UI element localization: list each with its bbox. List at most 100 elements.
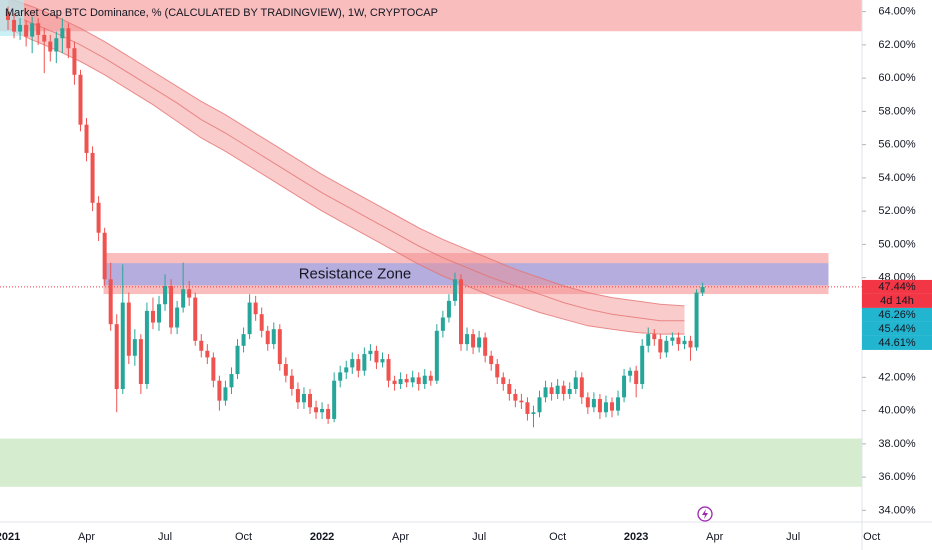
zone	[0, 438, 862, 487]
candle-body	[501, 377, 506, 385]
candle-body	[603, 402, 608, 413]
candle-body	[350, 359, 355, 368]
y-tick-label: 52.00%	[878, 205, 916, 217]
candle-body	[175, 307, 180, 328]
candle-body	[277, 329, 282, 365]
candle-body	[465, 334, 470, 345]
candle-body	[24, 24, 29, 37]
ribbon-fill	[8, 0, 685, 335]
flash-icon[interactable]	[697, 506, 713, 522]
candle-body	[513, 393, 518, 401]
candle-body	[616, 397, 621, 411]
candle-body	[374, 350, 379, 363]
candle-body	[90, 152, 95, 203]
y-tick-label: 36.00%	[878, 471, 916, 483]
candle-body	[66, 28, 71, 49]
ribbon-upper	[11, 0, 685, 307]
candle-body	[392, 380, 397, 385]
candle-body	[241, 334, 246, 346]
candle-body	[477, 337, 482, 348]
candle-body	[6, 11, 10, 20]
x-tick-label: Oct	[235, 531, 252, 543]
candle-body	[537, 397, 542, 413]
annotation: Resistance Zone	[299, 265, 412, 282]
candle-body	[459, 279, 463, 345]
x-tick-label: Jul	[472, 531, 486, 543]
candle-body	[108, 279, 113, 325]
y-tick-label: 38.00%	[878, 438, 916, 450]
price-tag	[862, 335, 932, 350]
candle-body	[404, 379, 409, 383]
candle-body	[211, 357, 216, 381]
candle-body	[12, 19, 17, 32]
candle-body	[670, 337, 675, 341]
candle-body	[253, 302, 258, 315]
candle-body	[84, 124, 89, 153]
candle-body	[416, 377, 421, 385]
candle-body	[483, 337, 488, 356]
price-tag-label: 45.44%	[878, 323, 916, 335]
price-tag-label: 46.26%	[878, 309, 916, 321]
candle-body	[561, 385, 566, 394]
candle-body	[48, 41, 53, 52]
candle-body	[549, 387, 554, 394]
zones-layer: Resistance Zone	[0, 0, 862, 487]
candle-body	[247, 302, 252, 335]
x-tick-label: Apr	[392, 531, 409, 543]
candle-body	[591, 398, 596, 408]
candle-body	[495, 364, 500, 378]
x-tick-label: Oct	[863, 531, 880, 543]
candle-body	[138, 339, 143, 385]
candle-body	[193, 297, 198, 341]
candle-body	[646, 334, 651, 346]
candle-body	[398, 379, 403, 385]
candle-body	[223, 387, 228, 401]
candle-body	[410, 377, 415, 383]
price-tag-label: 44.61%	[878, 337, 916, 349]
candle-body	[96, 202, 101, 233]
candle-body	[169, 285, 174, 328]
countdown-label: 4d 14h	[880, 295, 914, 307]
x-tick-label: Apr	[78, 531, 95, 543]
candle-body	[543, 387, 548, 398]
candle-body	[338, 372, 343, 381]
candle-body	[567, 389, 572, 394]
x-tick-label: 2022	[310, 531, 334, 543]
candle-body	[555, 385, 560, 394]
candle-body	[386, 359, 391, 381]
candle-body	[60, 28, 65, 39]
ribbon-layer	[0, 0, 862, 335]
price-tag	[862, 321, 932, 336]
candle-body	[664, 340, 669, 353]
candle-body	[676, 337, 681, 345]
y-tick-label: 58.00%	[878, 105, 916, 117]
y-tick-label: 64.00%	[878, 6, 916, 18]
candle-body	[314, 407, 319, 413]
candle-body	[688, 340, 693, 348]
candle-body	[634, 370, 639, 385]
x-tick-label: Jul	[158, 531, 172, 543]
candle-body	[181, 289, 186, 308]
candle-body	[489, 355, 494, 365]
candle-body	[217, 380, 222, 401]
candle-body	[235, 345, 240, 375]
y-tick-label: 50.00%	[878, 238, 916, 250]
candle-body	[283, 364, 288, 376]
candle-body	[199, 340, 204, 351]
candle-body	[78, 74, 83, 125]
zone	[0, 0, 862, 32]
candle-body	[585, 397, 590, 408]
candle-body	[301, 393, 306, 403]
candle-body	[30, 23, 35, 37]
candle-body	[120, 302, 125, 390]
x-tick-label: Oct	[549, 531, 566, 543]
candle-body	[144, 310, 149, 385]
ribbon-lower	[7, 27, 685, 335]
y-tick-label: 60.00%	[878, 72, 916, 84]
candle-body	[531, 412, 536, 414]
candle-body	[344, 367, 349, 373]
candle-body	[579, 377, 584, 398]
candle-body	[326, 408, 331, 419]
candle-body	[295, 389, 300, 403]
